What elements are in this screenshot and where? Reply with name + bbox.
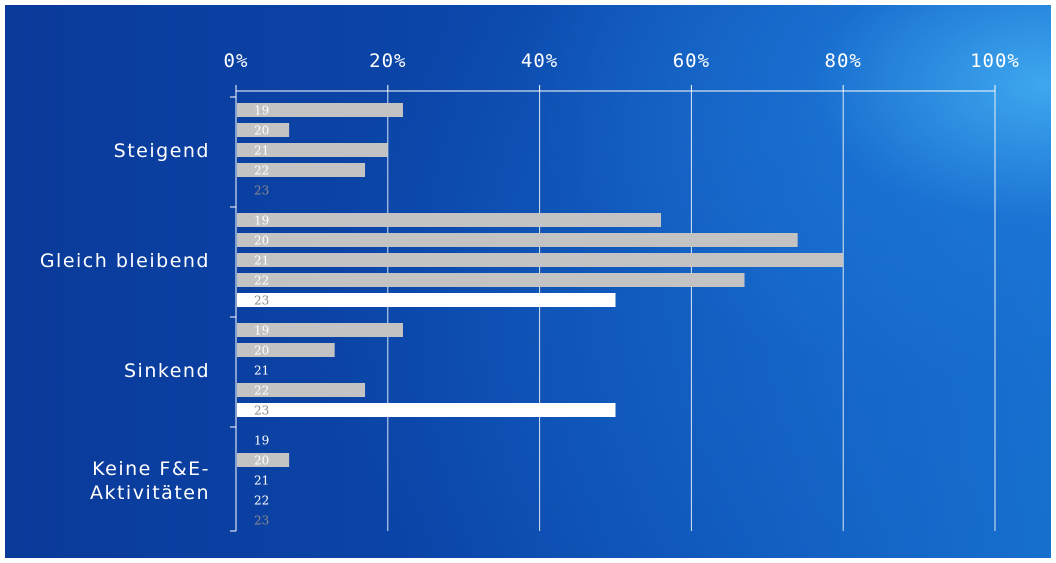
bar (237, 163, 366, 177)
category-label: Steigend (114, 140, 210, 162)
grid-lines (387, 91, 996, 531)
bar-label: 21 (254, 144, 269, 158)
bar-label: 20 (254, 234, 269, 248)
bar-label: 23 (254, 514, 269, 528)
category-label-line: Sinkend (124, 360, 210, 382)
bar (237, 293, 616, 307)
bar (237, 213, 662, 227)
bars (237, 103, 844, 467)
category-label-line: Steigend (114, 140, 210, 162)
bar (237, 453, 290, 467)
x-tick-label: 60% (673, 50, 710, 72)
x-tick-label: 100% (970, 50, 1020, 72)
category-label: Sinkend (124, 360, 210, 382)
bar (237, 123, 290, 137)
bar (237, 143, 388, 157)
bar-label: 22 (254, 274, 269, 288)
bar (237, 253, 844, 267)
x-tick-label: 0% (224, 50, 249, 72)
bar-chart: 19 20 21 22 23 19 20 21 22 23 19 20 21 22 23 19 20 21 22 23… (40, 50, 1020, 532)
axes (230, 85, 996, 532)
bar (237, 233, 798, 247)
bar-label: 19 (254, 104, 269, 118)
bar-label: 23 (254, 404, 269, 418)
bar-labels: 19 20 21 22 23 19 20 21 22 23 19 20 21 22 23 19 20 21 22 23 (254, 104, 269, 528)
category-label-line: Keine F&E- (92, 458, 210, 480)
bar-label: 23 (254, 184, 269, 198)
x-tick-label: 40% (521, 50, 558, 72)
x-tick-label: 20% (369, 50, 406, 72)
bar-label: 20 (254, 344, 269, 358)
bar (237, 273, 745, 287)
bar (237, 323, 403, 337)
bar (237, 403, 616, 417)
bar-label: 22 (254, 384, 269, 398)
bar-label: 20 (254, 454, 269, 468)
bar (237, 343, 335, 357)
bar (237, 383, 366, 397)
bar (237, 103, 403, 117)
chart-panel: 19 20 21 22 23 19 20 21 22 23 19 20 21 22 23 19 20 21 22 23… (5, 5, 1051, 558)
bar-label: 23 (254, 294, 269, 308)
category-labels: Steigend Gleich bleibend Sinkend Keine F&E-… (40, 140, 210, 504)
bar-label: 19 (254, 434, 269, 448)
bar-label: 19 (254, 214, 269, 228)
tick-labels: 0% 20% 40% 60% 80% 100% (224, 50, 1020, 72)
bar-label: 21 (254, 474, 269, 488)
category-label: Gleich bleibend (40, 250, 210, 272)
bar-label: 21 (254, 364, 269, 378)
category-label-line: Aktivitäten (90, 482, 210, 504)
bar-label: 22 (254, 164, 269, 178)
bar-label: 22 (254, 494, 269, 508)
category-label: Keine F&E-Aktivitäten (90, 458, 210, 504)
bar-label: 21 (254, 254, 269, 268)
bar-label: 19 (254, 324, 269, 338)
x-tick-label: 80% (825, 50, 862, 72)
bar-label: 20 (254, 124, 269, 138)
category-label-line: Gleich bleibend (40, 250, 210, 272)
